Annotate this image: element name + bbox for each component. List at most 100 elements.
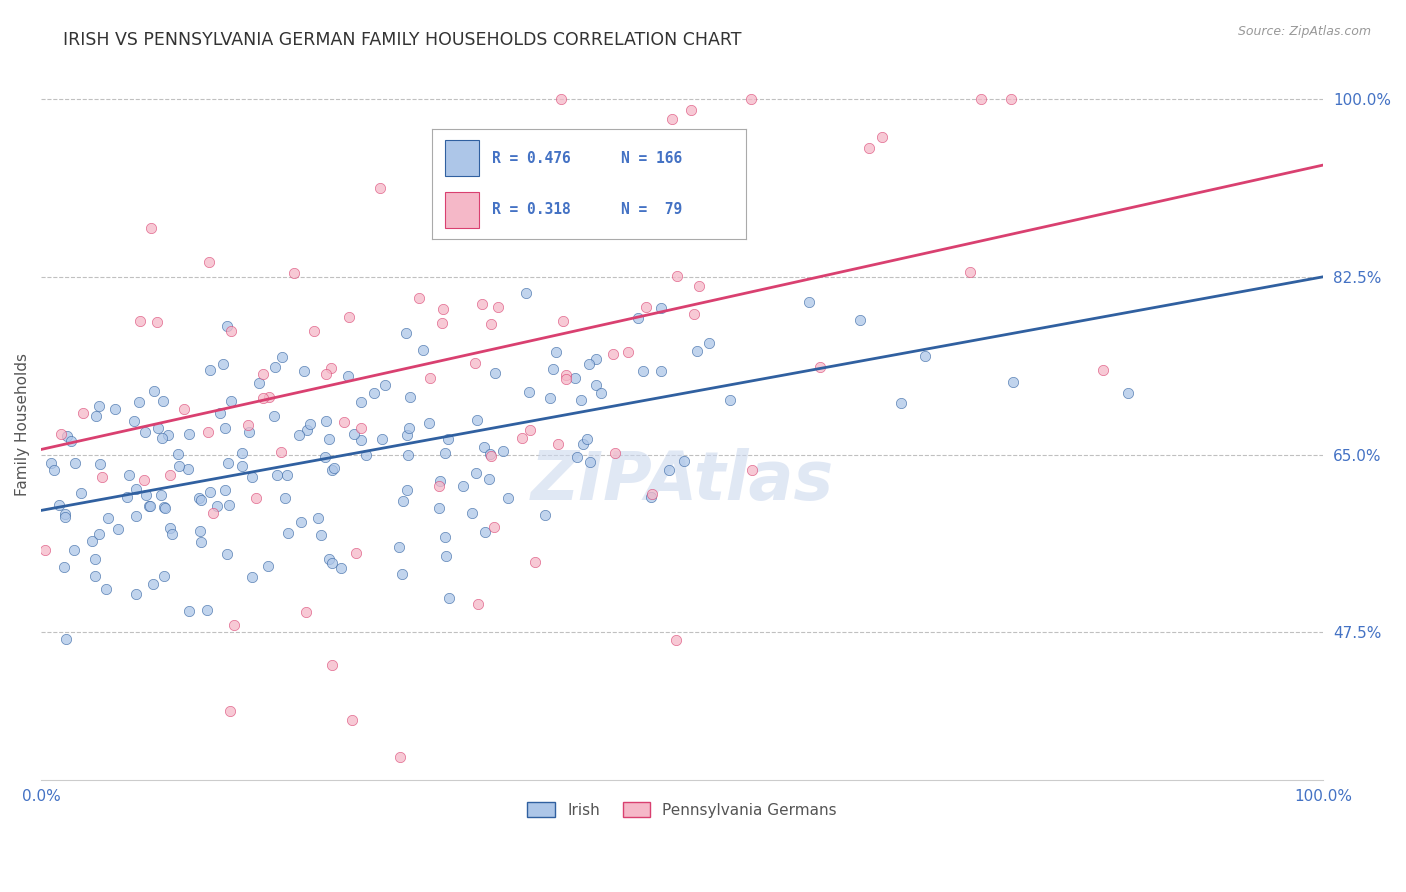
Point — [350, 395, 373, 409]
Point — [124, 587, 146, 601]
Point — [464, 466, 486, 480]
Point — [550, 92, 572, 106]
Point — [218, 704, 240, 718]
Point — [152, 393, 174, 408]
Point — [718, 392, 741, 407]
Point — [808, 359, 831, 374]
Point — [1116, 386, 1139, 401]
Point — [636, 300, 658, 314]
Point — [665, 633, 688, 648]
Point — [257, 390, 280, 404]
Point — [146, 315, 169, 329]
Point — [849, 312, 872, 326]
Point — [650, 364, 672, 378]
Point — [91, 469, 114, 483]
Point — [617, 344, 640, 359]
Point — [34, 543, 56, 558]
Point — [97, 510, 120, 524]
Point — [683, 307, 706, 321]
Point — [318, 432, 340, 446]
Point — [544, 344, 567, 359]
Point — [128, 394, 150, 409]
Point — [492, 444, 515, 458]
Point — [451, 479, 474, 493]
Point — [433, 530, 456, 544]
Point — [188, 491, 211, 505]
Point — [567, 226, 589, 240]
Point — [666, 268, 689, 283]
Point — [238, 417, 260, 432]
Point — [141, 220, 163, 235]
Point — [69, 486, 91, 500]
Point — [1092, 363, 1115, 377]
Point — [252, 367, 274, 381]
Point — [641, 487, 664, 501]
Point — [472, 440, 495, 454]
Point — [399, 390, 422, 404]
Point — [576, 180, 599, 194]
Point — [374, 377, 396, 392]
Point — [122, 414, 145, 428]
Point — [149, 487, 172, 501]
Point — [605, 446, 627, 460]
Point — [217, 456, 239, 470]
Text: IRISH VS PENNSYLVANIA GERMAN FAMILY HOUSEHOLDS CORRELATION CHART: IRISH VS PENNSYLVANIA GERMAN FAMILY HOUS… — [63, 31, 742, 49]
Point — [141, 577, 163, 591]
Point — [208, 406, 231, 420]
Point — [214, 483, 236, 497]
Point — [159, 521, 181, 535]
Point — [512, 431, 534, 445]
Point — [741, 463, 763, 477]
Point — [688, 279, 710, 293]
Point — [217, 548, 239, 562]
Point — [437, 591, 460, 606]
Point — [247, 376, 270, 391]
Point — [697, 335, 720, 350]
Point — [118, 467, 141, 482]
Point — [294, 605, 316, 619]
Point — [436, 193, 458, 207]
Point — [169, 459, 191, 474]
Point — [474, 524, 496, 539]
Point — [72, 406, 94, 420]
Point — [96, 582, 118, 596]
Point — [572, 436, 595, 450]
Point — [83, 552, 105, 566]
Point — [479, 450, 502, 464]
Point — [55, 508, 77, 522]
Point — [467, 597, 489, 611]
Point — [55, 632, 77, 647]
Point — [132, 473, 155, 487]
Point — [673, 454, 696, 468]
Point — [464, 356, 486, 370]
Point — [62, 542, 84, 557]
Point — [388, 541, 411, 555]
Point — [107, 523, 129, 537]
Point — [224, 617, 246, 632]
Point — [368, 181, 391, 195]
Text: Source: ZipAtlas.com: Source: ZipAtlas.com — [1237, 25, 1371, 38]
Point — [319, 360, 342, 375]
Point — [188, 524, 211, 538]
Point — [42, 463, 65, 477]
Point — [890, 396, 912, 410]
Point — [429, 474, 451, 488]
Point — [139, 499, 162, 513]
Point — [271, 350, 294, 364]
Point — [153, 569, 176, 583]
Point — [541, 362, 564, 376]
Point — [585, 378, 607, 392]
Point — [231, 459, 253, 474]
Point — [200, 484, 222, 499]
Point — [138, 499, 160, 513]
Point — [290, 516, 312, 530]
Point — [555, 372, 578, 386]
Point — [470, 297, 492, 311]
Point — [135, 488, 157, 502]
Point — [177, 604, 200, 618]
Point — [484, 366, 506, 380]
Point — [321, 556, 343, 570]
Point — [115, 491, 138, 505]
Point — [395, 326, 418, 340]
Point — [129, 314, 152, 328]
